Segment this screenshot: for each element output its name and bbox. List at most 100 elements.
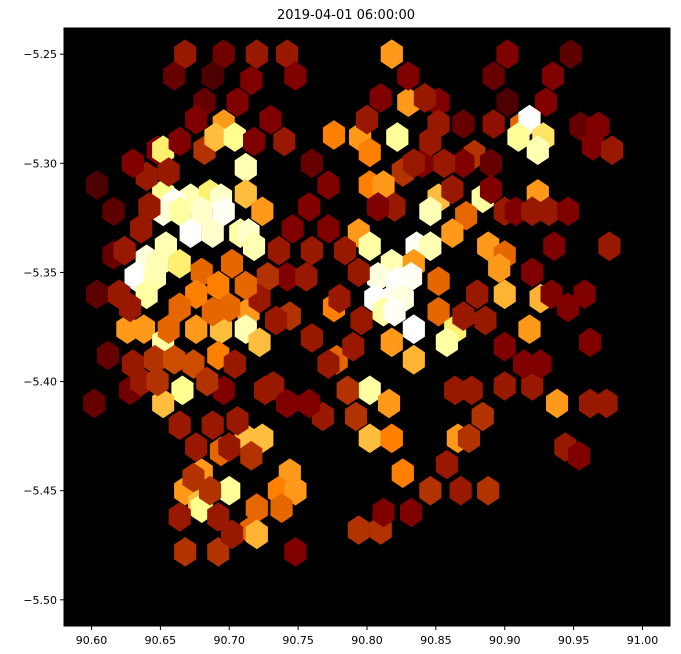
hexbin-cell	[163, 61, 186, 91]
hexbin-cell	[196, 366, 219, 397]
hexbin-cell	[259, 104, 282, 135]
hexbin-cell	[83, 388, 106, 419]
hexbin-cell	[204, 122, 227, 152]
hexbin-cell	[130, 214, 153, 244]
x-tick-label: 90.95	[558, 634, 590, 647]
hexbin-cell	[380, 327, 403, 358]
hexbin-cell	[579, 327, 602, 358]
hexbin-cell	[86, 170, 109, 200]
hexbin-cell	[568, 440, 591, 471]
y-tick-label: −5.50	[23, 594, 57, 607]
hexbin-cell	[507, 122, 530, 152]
hexbin-cell	[284, 61, 307, 91]
hexbin-cell	[372, 497, 395, 528]
x-tick-label: 90.90	[489, 634, 521, 647]
hexbin-cell	[581, 131, 604, 161]
hexbin-cell	[146, 366, 169, 397]
hexbin-cell	[212, 196, 235, 227]
hexbin-cell	[207, 270, 230, 301]
hexbin-cell	[413, 83, 436, 113]
hexbin-cell	[121, 148, 144, 179]
hexbin-cell	[474, 305, 497, 336]
hexbin-cell	[569, 111, 592, 141]
hexbin-cell	[221, 248, 244, 279]
hexbin-cell	[355, 104, 379, 135]
hexbin-cell	[452, 148, 475, 179]
hexbin-cell	[358, 137, 381, 168]
hexbin-cell	[185, 314, 208, 344]
hexbin-cell	[482, 61, 505, 91]
hexbin-cell	[601, 135, 624, 165]
hexbin-cell	[174, 537, 197, 567]
hexbin-cell	[207, 537, 230, 567]
hexbin-cell	[529, 349, 552, 379]
hexbin-cell	[298, 388, 321, 419]
hexbin-cell	[267, 235, 290, 266]
hexbin-cell	[402, 314, 425, 344]
hexbin-cell	[479, 148, 502, 179]
hexbin-cell	[256, 262, 279, 292]
hexbin-cell	[168, 196, 191, 227]
hexbin-cell	[598, 231, 621, 262]
hexbin-cell	[452, 109, 475, 139]
hexbin-cell	[441, 218, 464, 248]
hexbin-cell	[113, 235, 136, 266]
hexbin-cell	[182, 349, 205, 379]
hexbin-cell	[221, 519, 244, 550]
hexbin-cell	[366, 262, 390, 292]
hexbin-cell	[284, 475, 307, 506]
hexbin-cell	[350, 305, 373, 336]
hexbin-cell	[460, 375, 483, 406]
hexbin-cell	[521, 371, 544, 401]
hexbin-cell	[543, 231, 566, 262]
hexbin-cell	[240, 65, 263, 96]
y-tick-label: −5.35	[23, 266, 57, 279]
hexbin-cell	[157, 157, 180, 187]
hexbin-cell	[347, 515, 370, 545]
hexbin-cell	[317, 349, 340, 379]
hexbin-cell	[378, 388, 401, 419]
hexbin-cell	[276, 262, 299, 292]
hexbin-cell	[441, 174, 464, 205]
hexbin-cell	[300, 323, 323, 353]
hexbin-cell	[201, 410, 224, 440]
x-axis: 90.60 90.65 90.70 90.75 90.80 90.85 90.90 90.95…	[76, 626, 658, 647]
hexbin-cell	[201, 296, 224, 327]
x-tick-label: 90.85	[420, 634, 452, 647]
hexbin-cell	[171, 375, 194, 406]
hexbin-cell	[300, 148, 323, 179]
hexbin-cell	[383, 296, 406, 327]
hexbin-cell	[185, 104, 208, 135]
hexbin-cell	[317, 170, 340, 200]
hexbin-cell	[488, 253, 511, 283]
hexbin-cell	[526, 135, 549, 165]
hexbin-cell	[521, 257, 544, 288]
hexbin-cell	[336, 375, 359, 406]
hexbin-cell	[400, 262, 423, 292]
hexbin-layer	[83, 39, 624, 567]
hexbin-cell	[265, 305, 288, 336]
hexbin-cell	[358, 375, 381, 406]
hexbin-cell	[419, 231, 442, 262]
y-tick-label: −5.40	[23, 376, 57, 389]
hexbin-cell	[366, 192, 390, 222]
hexbin-cell	[143, 344, 166, 375]
hexbin-cell	[273, 126, 296, 157]
hexbin-cell	[328, 283, 351, 314]
hexbin-cell	[317, 214, 340, 244]
hexbin-cell	[427, 266, 450, 296]
hexbin-cell	[234, 152, 257, 183]
hexbin-cell	[557, 196, 580, 227]
hexbin-cell	[493, 371, 516, 401]
hexbin-cell	[168, 410, 191, 440]
hexbin-cell	[102, 196, 125, 227]
hexbin-cell	[207, 502, 230, 532]
hexbin-cell	[132, 314, 155, 344]
hexbin-cell	[179, 218, 202, 248]
hexbin-cell	[223, 122, 246, 152]
hexbin-cell	[333, 235, 356, 266]
x-tick-label: 91.00	[627, 634, 659, 647]
hexbin-cell	[86, 279, 109, 310]
hexbin-cell	[243, 126, 266, 157]
hexbin-cell	[595, 388, 618, 419]
